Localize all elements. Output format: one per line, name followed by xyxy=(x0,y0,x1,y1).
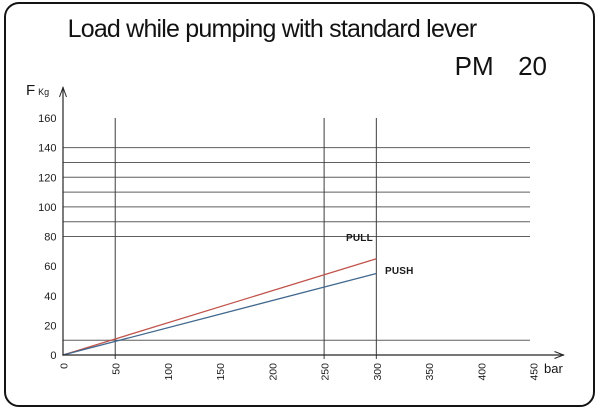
y-tick-label: 60 xyxy=(44,261,56,273)
x-axis-arrow-icon xyxy=(554,351,565,359)
series-label-push: PUSH xyxy=(385,266,414,277)
y-axis-arrow-icon xyxy=(59,86,67,98)
chart-title: Load while pumping with standard lever xyxy=(67,15,478,43)
x-tick-label: 250 xyxy=(320,363,332,381)
x-tick-label: 300 xyxy=(372,363,384,381)
series-line-push xyxy=(62,272,377,356)
x-tick-label: 100 xyxy=(163,363,175,381)
x-axis-unit: bar xyxy=(544,361,563,376)
y-tick-label: 160 xyxy=(38,113,56,125)
y-tick-label: 40 xyxy=(44,291,56,303)
series-label-pull: PULL xyxy=(346,233,373,244)
model-label: PM 20 xyxy=(454,51,547,81)
series-line-pull xyxy=(62,258,377,356)
x-tick-label: 450 xyxy=(529,363,541,381)
x-tick-label: 50 xyxy=(111,363,123,375)
x-tick-label: 200 xyxy=(267,363,279,381)
x-tick-label: 350 xyxy=(424,363,436,381)
y-tick-labels: 0 20 40 60 80 100 120 140 160 xyxy=(38,113,56,362)
v-gridlines xyxy=(114,118,377,359)
x-tick-label: 0 xyxy=(59,363,71,369)
y-axis-label-symbol: F xyxy=(26,82,36,99)
y-tick-label: 120 xyxy=(38,172,56,184)
x-tick-label: 400 xyxy=(476,363,488,381)
x-tick-label: 150 xyxy=(215,363,227,381)
axes xyxy=(59,86,565,359)
y-tick-label: 140 xyxy=(38,143,56,155)
h-gridlines xyxy=(63,147,530,341)
y-tick-label: 80 xyxy=(44,232,56,244)
y-axis-label: F Kg xyxy=(26,83,49,98)
y-tick-label: 0 xyxy=(50,350,56,362)
y-axis-label-unit: Kg xyxy=(38,87,50,97)
y-tick-label: 100 xyxy=(38,202,56,214)
x-tick-labels: 0 50 100 150 200 250 300 350 400 450 xyxy=(59,363,541,381)
y-tick-label: 20 xyxy=(44,320,56,332)
